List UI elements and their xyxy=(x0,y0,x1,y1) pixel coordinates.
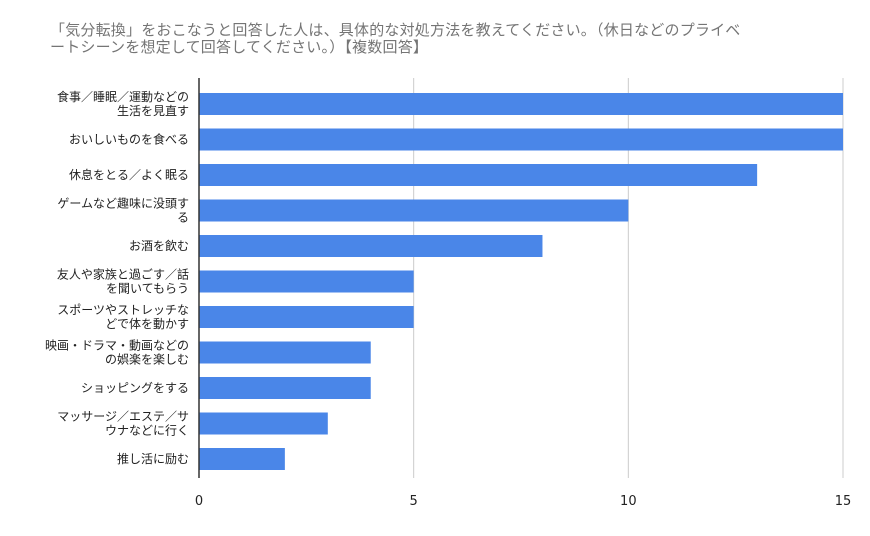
category-label-2: おいしいものを食べる xyxy=(69,132,189,147)
category-label-11-line-1: 推し活に励む xyxy=(117,452,189,466)
category-label-1-line-1: 食事／睡眠／運動などの xyxy=(57,89,189,104)
category-label-6-line-2: を聞いてもらう xyxy=(106,282,189,296)
category-label-5-line-1: お酒を飲む xyxy=(129,238,189,253)
bar-6 xyxy=(199,270,414,293)
category-label-10-line-2: ウナなどに行く xyxy=(105,424,189,438)
category-label-8-line-2: の娯楽を楽しむ xyxy=(105,353,189,367)
category-label-10-line-1: マッサージ／エステ／サ xyxy=(57,410,189,424)
category-label-5: お酒を飲む xyxy=(129,238,189,253)
bar-2 xyxy=(199,128,843,151)
bar-11 xyxy=(199,448,285,470)
bar-layer xyxy=(199,93,843,470)
bar-3 xyxy=(199,164,758,186)
bar-4 xyxy=(199,199,629,222)
category-label-11: 推し活に励む xyxy=(117,452,189,466)
category-label-4-line-1: ゲームなど趣味に没頭す xyxy=(57,196,189,211)
category-label-1: 食事／睡眠／運動などの生活を見直す xyxy=(57,89,189,118)
chart-title-line-1: 「気分転換」をおこなうと回答した人は、具体的な対処方法を教えてください。（休日な… xyxy=(50,21,741,39)
category-label-8: 映画・ドラマ・動画などのの娯楽を楽しむ xyxy=(45,339,189,367)
category-label-7: スポーツやストレッチなどで体を動かす xyxy=(57,303,189,331)
bar-1 xyxy=(199,93,843,115)
category-label-3-line-1: 休息をとる／よく眠る xyxy=(69,167,189,182)
tick-label-layer: 0 5 10 15 xyxy=(195,494,851,509)
category-label-3: 休息をとる／よく眠る xyxy=(69,167,189,182)
category-label-2-line-1: おいしいものを食べる xyxy=(69,132,189,147)
category-label-9: ショッピングをする xyxy=(81,381,189,395)
category-label-7-line-2: どで体を動かす xyxy=(105,317,189,331)
bar-9 xyxy=(199,377,371,399)
chart-title: 「気分転換」をおこなうと回答した人は、具体的な対処方法を教えてください。（休日な… xyxy=(50,22,850,56)
category-label-10: マッサージ／エステ／サウナなどに行く xyxy=(57,410,189,438)
x-tick-label-0: 0 xyxy=(195,494,203,509)
category-label-6-line-1: 友人や家族と過ごす／話 xyxy=(57,267,189,282)
category-label-8-line-1: 映画・ドラマ・動画などの xyxy=(45,339,189,353)
bar-10 xyxy=(199,412,328,435)
x-tick-label-15: 15 xyxy=(835,494,852,509)
bar-7 xyxy=(199,306,414,328)
x-tick-label-5: 5 xyxy=(410,494,418,509)
category-label-4: ゲームなど趣味に没頭する xyxy=(57,196,189,225)
category-label-9-line-1: ショッピングをする xyxy=(81,381,189,395)
bar-8 xyxy=(199,341,371,364)
category-label-layer: 食事／睡眠／運動などの生活を見直すおいしいものを食べる休息をとる／よく眠るゲーム… xyxy=(45,89,189,466)
category-label-4-line-2: る xyxy=(177,211,189,225)
category-label-6: 友人や家族と過ごす／話を聞いてもらう xyxy=(57,267,189,296)
category-label-1-line-2: 生活を見直す xyxy=(117,104,189,118)
bar-5 xyxy=(199,235,543,257)
chart-title-line-2: ートシーンを想定して回答してください。）【複数回答】 xyxy=(50,38,429,56)
category-label-7-line-1: スポーツやストレッチな xyxy=(57,303,189,317)
x-tick-label-10: 10 xyxy=(620,494,637,509)
